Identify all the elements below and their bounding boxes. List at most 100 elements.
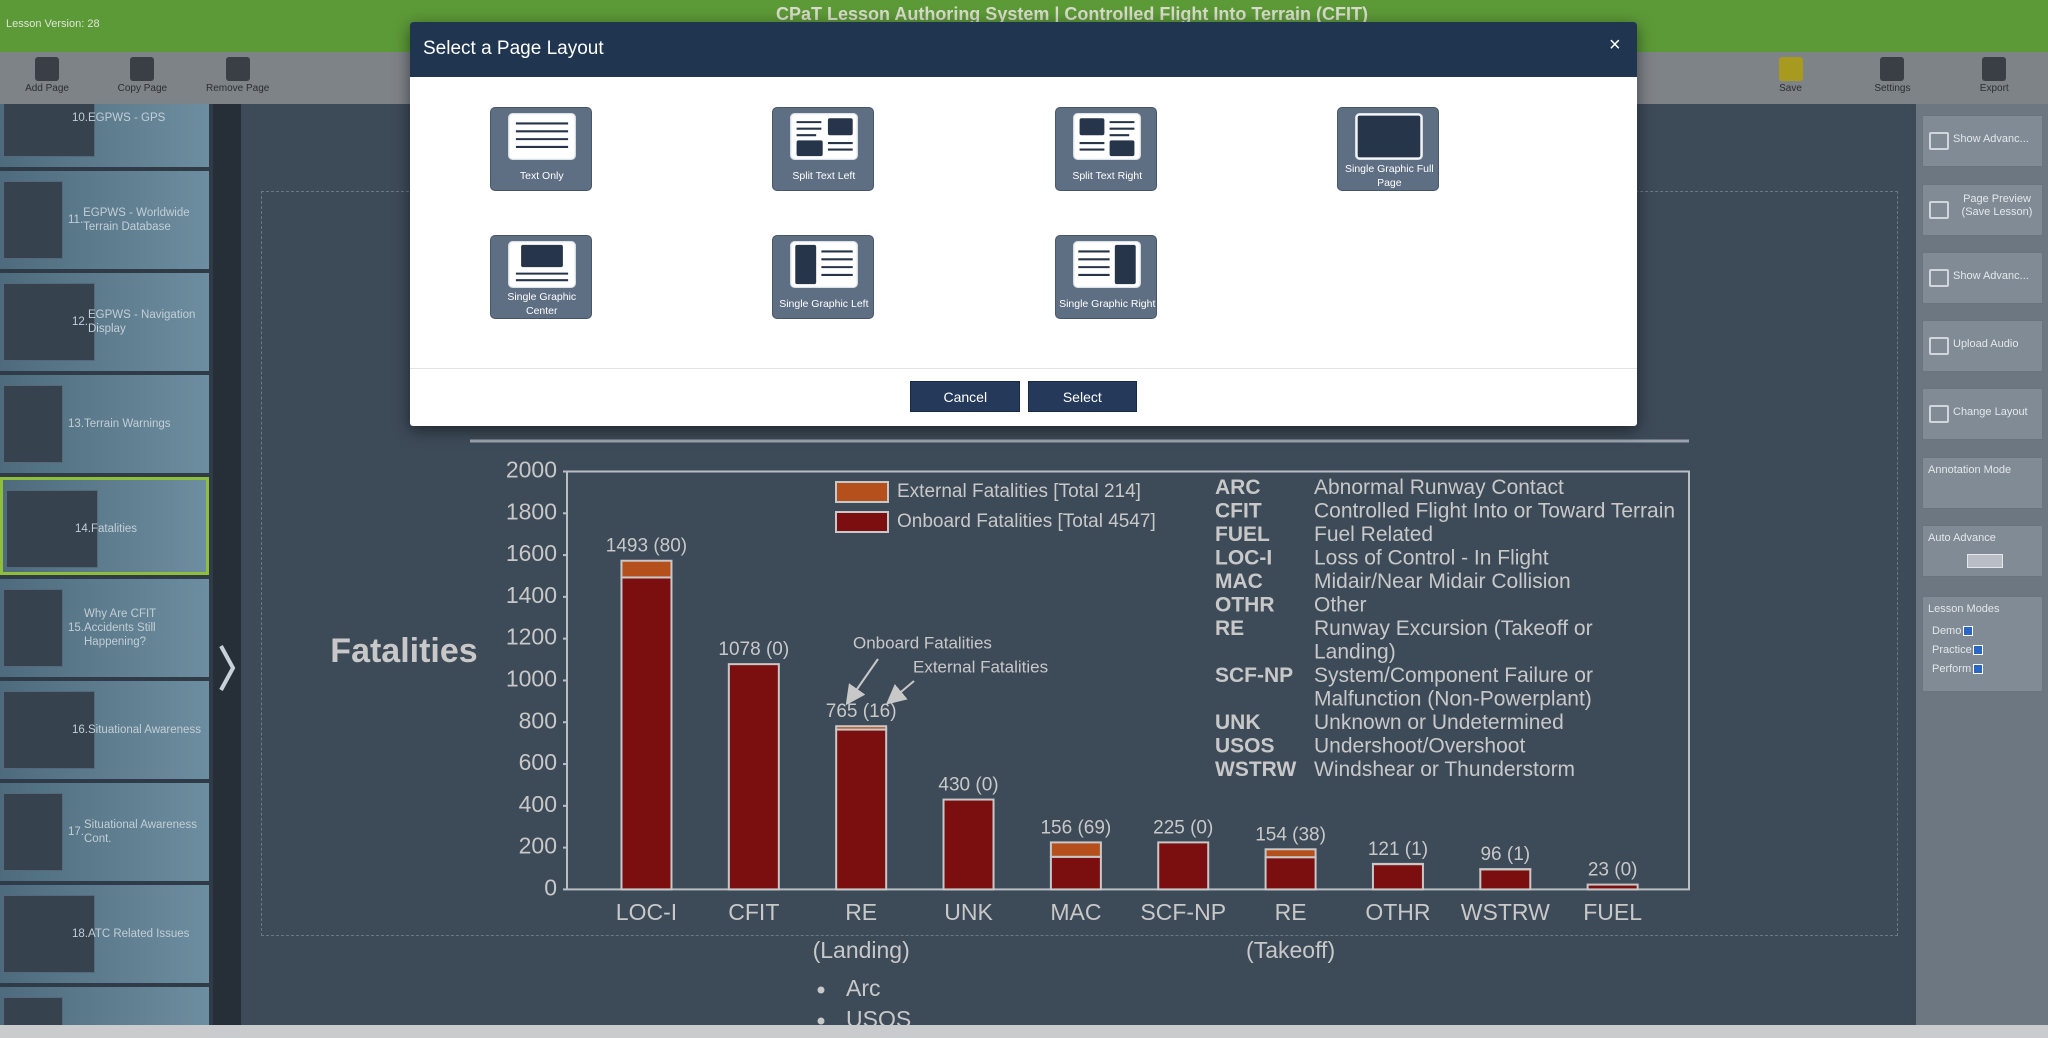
layout-icon xyxy=(507,113,576,161)
panel-button[interactable]: Page Preview (Save Lesson) xyxy=(1922,184,2043,237)
y-tick-label: 0 xyxy=(544,874,557,900)
layout-option[interactable]: Split Text Left xyxy=(771,107,874,192)
y-tick-label: 1000 xyxy=(506,666,557,692)
slide-item[interactable] xyxy=(0,987,209,1025)
lesson-modes-box: Lesson Modes Demo Practice Perform xyxy=(1922,595,2043,692)
slide-title: Why Are CFIT Accidents Still Happening? xyxy=(84,608,156,649)
toolbar-button[interactable]: Settings xyxy=(1874,83,1911,94)
annotation-arrow xyxy=(885,680,915,705)
slide-title: Situational Awareness xyxy=(88,724,201,737)
abbreviation: LOC-I xyxy=(1215,547,1272,570)
slide-item[interactable]: 17. Situational Awareness Cont. xyxy=(0,783,209,882)
value-label: 430 (0) xyxy=(938,775,998,796)
panel-button[interactable]: Upload Audio xyxy=(1922,320,2043,373)
slide-label: 16. Situational Awareness xyxy=(72,681,206,779)
bar-segment xyxy=(620,559,673,579)
mode-checkbox[interactable] xyxy=(1973,663,1983,674)
layout-option[interactable]: Single Graphic Right xyxy=(1055,235,1158,320)
panel-button[interactable]: Show Advanc... xyxy=(1922,252,2043,305)
dialog-divider xyxy=(410,368,1637,369)
layout-label: Text Only xyxy=(519,170,564,183)
toolbar-icon xyxy=(130,57,155,81)
y-tick-label: 600 xyxy=(519,749,557,775)
slide-number: 12. xyxy=(72,316,88,329)
abbreviation: MAC xyxy=(1215,570,1263,593)
icon-block xyxy=(520,244,563,268)
slide-number: 14. xyxy=(75,523,91,536)
toolbar-icon xyxy=(35,57,60,81)
y-tick-label: 1400 xyxy=(506,582,557,608)
slide-item[interactable]: 14. Fatalities xyxy=(0,477,209,578)
x-tick-label: OTHR xyxy=(1365,899,1430,925)
abbreviation: OTHR xyxy=(1215,594,1275,617)
annotation-box: Annotation Mode xyxy=(1922,457,2043,510)
slide-item[interactable]: 13. Terrain Warnings xyxy=(0,375,209,474)
slide-thumbnail xyxy=(3,181,63,260)
slide-item[interactable]: 16. Situational Awareness xyxy=(0,681,209,780)
layout-icon xyxy=(507,241,576,289)
auto-advance-label: Auto Advance xyxy=(1928,532,1996,544)
abbreviation-desc: Midair/Near Midair Collision xyxy=(1314,570,1571,593)
mode-checkbox[interactable] xyxy=(1963,625,1973,636)
toolbar-button[interactable]: Remove Page xyxy=(206,83,270,94)
bar-segment xyxy=(835,725,888,731)
panel-button[interactable]: Change Layout xyxy=(1922,388,2043,440)
slide-thumbnail xyxy=(3,691,95,770)
toolbar-button[interactable]: Add Page xyxy=(25,83,69,94)
slide-label: 12. EGPWS - Navigation Display xyxy=(72,273,206,371)
slide-thumbnail xyxy=(3,283,95,362)
mode-label: Demo xyxy=(1932,624,1962,637)
layout-option[interactable]: Text Only xyxy=(489,107,592,192)
slide-thumbnail xyxy=(3,589,63,668)
lesson-version: Lesson Version: 28 xyxy=(6,18,100,30)
slide-item[interactable]: 11. EGPWS - Worldwide Terrain Database xyxy=(0,171,209,270)
bar-segment xyxy=(835,728,888,891)
x-tick-label: LOC-I xyxy=(616,899,677,925)
toolbar-button[interactable]: Copy Page xyxy=(117,83,168,94)
layout-dialog: Select a Page Layout × Text Only Split Te… xyxy=(410,22,1637,426)
x-tick-label: RE xyxy=(845,899,877,925)
layout-option[interactable]: Split Text Right xyxy=(1055,107,1158,192)
panel-icon xyxy=(1929,132,1949,151)
layout-option[interactable]: Single Graphic Left xyxy=(771,235,874,320)
toolbar-button[interactable]: Save xyxy=(1779,83,1802,94)
dialog-title: Select a Page Layout xyxy=(423,38,604,59)
legend-label: External Fatalities [Total 214] xyxy=(897,481,1141,502)
slide-title: Situational Awareness Cont. xyxy=(84,819,197,846)
toolbar-button[interactable]: Export xyxy=(1979,83,2009,94)
slide-item[interactable]: 12. EGPWS - Navigation Display xyxy=(0,273,209,372)
dialog-button[interactable]: Cancel xyxy=(910,381,1021,413)
layout-option[interactable]: Single Graphic Center xyxy=(489,235,592,320)
slide-item[interactable]: 18. ATC Related Issues xyxy=(0,885,209,984)
panel-icon xyxy=(1929,337,1949,356)
mode-label: Practice xyxy=(1932,643,1972,656)
mode-checkbox[interactable] xyxy=(1973,644,1983,655)
legend-swatch xyxy=(835,511,889,533)
bar-segment xyxy=(1586,883,1639,891)
toolbar-icon xyxy=(1880,57,1905,81)
x-tick-label: WSTRW xyxy=(1461,899,1550,925)
abbreviation-desc: Landing) xyxy=(1314,641,1396,664)
slide-label: 14. Fatalities xyxy=(75,480,209,578)
x-tick-label: CFIT xyxy=(728,899,779,925)
value-label: 1078 (0) xyxy=(718,639,789,660)
panel-button-label: Show Advanc... xyxy=(1953,133,2029,146)
layout-icon xyxy=(1073,113,1142,161)
sidebar-toggle[interactable] xyxy=(213,104,241,1025)
icon-block xyxy=(796,140,823,157)
slide-number: 16. xyxy=(72,724,88,737)
value-label: 1493 (80) xyxy=(606,536,687,557)
value-label: 96 (1) xyxy=(1480,844,1530,865)
panel-button[interactable]: Show Advanc... xyxy=(1922,115,2043,168)
dialog-button[interactable]: Select xyxy=(1027,381,1137,413)
value-label: 765 (16) xyxy=(826,701,897,722)
toggle[interactable] xyxy=(1967,554,2003,568)
bar-segment xyxy=(1049,855,1102,891)
panel-button-label: Upload Audio xyxy=(1953,338,2019,351)
close-button[interactable]: × xyxy=(1609,34,1621,56)
slide-item[interactable]: 10. EGPWS - GPS xyxy=(0,104,209,168)
slide-item[interactable]: 15. Why Are CFIT Accidents Still Happenin… xyxy=(0,579,209,678)
icon-block xyxy=(1109,140,1135,157)
layout-option[interactable]: Single Graphic Full Page xyxy=(1337,107,1440,192)
bar-segment xyxy=(1264,856,1317,891)
